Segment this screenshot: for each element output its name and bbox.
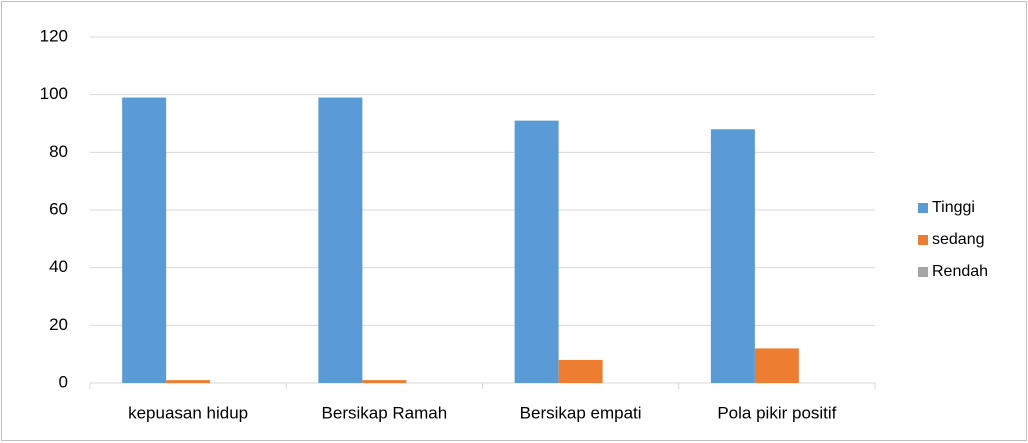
x-tick-label: Bersikap Ramah: [322, 403, 448, 422]
legend-label: Tinggi: [932, 199, 975, 216]
x-tick-label: Pola pikir positif: [717, 403, 836, 422]
y-tick-label: 40: [49, 257, 68, 276]
bar: [514, 120, 559, 383]
y-tick-label: 80: [49, 142, 68, 161]
y-tick-label: 20: [49, 315, 68, 334]
y-tick-label: 120: [40, 26, 68, 45]
legend-label: Rendah: [932, 263, 988, 280]
legend-label: sedang: [932, 231, 985, 248]
y-tick-label: 100: [40, 84, 68, 103]
bar: [710, 129, 755, 383]
x-tick-label: Bersikap empati: [520, 403, 642, 422]
y-tick-label: 0: [59, 372, 68, 391]
legend-swatch: [918, 235, 928, 245]
bar: [166, 380, 211, 383]
bar: [754, 348, 799, 383]
bar: [558, 359, 603, 383]
bar: [122, 97, 167, 384]
x-tick-label: kepuasan hidup: [128, 403, 248, 422]
bar: [362, 380, 407, 383]
bar: [318, 97, 363, 384]
y-tick-label: 60: [49, 199, 68, 218]
legend-swatch: [918, 267, 928, 277]
legend-swatch: [918, 203, 928, 213]
